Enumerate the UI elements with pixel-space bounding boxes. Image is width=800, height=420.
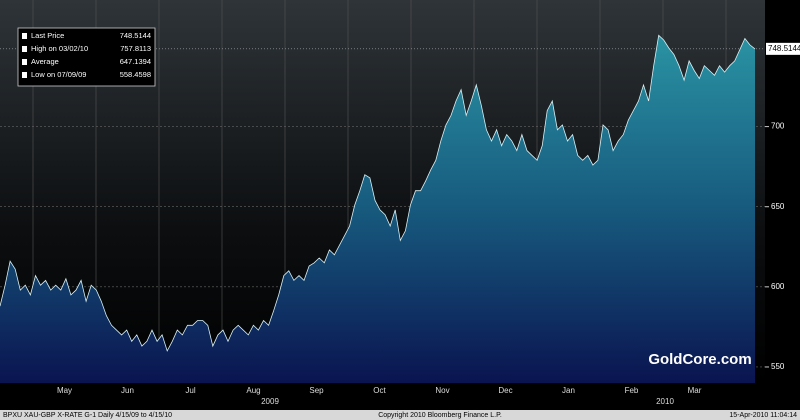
- y-tick-label: 700: [771, 122, 785, 131]
- footer-right: 15-Apr-2010 11:04:14: [729, 412, 797, 419]
- axis-panel: [765, 0, 800, 410]
- legend-symbol: [22, 59, 27, 65]
- legend-label: High on 03/02/10: [31, 44, 88, 53]
- x-tick-label: Aug: [246, 386, 260, 395]
- x-tick-label: Jul: [185, 386, 195, 395]
- legend-value: 558.4598: [120, 70, 151, 79]
- legend-label: Low on 07/09/09: [31, 70, 86, 79]
- last-price-marker: [766, 42, 800, 55]
- last-price-label: 748.5144: [768, 44, 800, 53]
- legend-label: Last Price: [31, 31, 64, 40]
- footer-left: BPXU XAU-GBP X-RATE G-1 Daily 4/15/09 to…: [3, 412, 172, 419]
- legend-value: 757.8113: [120, 44, 151, 53]
- legend-value: 748.5144: [120, 31, 151, 40]
- watermark: GoldCore.com: [648, 351, 751, 368]
- y-tick-label: 600: [771, 282, 785, 291]
- x-axis-panel: [0, 383, 765, 410]
- x-tick-label: May: [57, 386, 72, 395]
- x-tick-label: Dec: [498, 386, 512, 395]
- line: [0, 34, 756, 352]
- year-label: 2010: [656, 397, 674, 406]
- x-tick-label: Jan: [562, 386, 575, 395]
- year-label: 2009: [261, 397, 279, 406]
- legend-label: Average: [31, 57, 59, 66]
- x-tick-label: Sep: [309, 386, 324, 395]
- footer-center: Copyright 2010 Bloomberg Finance L.P.: [378, 412, 502, 419]
- legend-value: 647.1394: [120, 57, 151, 66]
- legend-symbol: [22, 46, 27, 52]
- y-tick-label: 550: [771, 362, 785, 371]
- x-tick-label: Nov: [435, 386, 449, 395]
- x-tick-label: Oct: [373, 386, 386, 395]
- y-tick-label: 650: [771, 202, 785, 211]
- x-tick-label: Mar: [688, 386, 702, 395]
- footer-bar: [0, 410, 800, 420]
- x-tick-label: Feb: [625, 386, 639, 395]
- legend-symbol: [22, 72, 27, 78]
- legend-box: [17, 27, 156, 87]
- x-tick-label: Jun: [121, 386, 134, 395]
- legend-symbol: [22, 33, 27, 39]
- area: [0, 35, 755, 384]
